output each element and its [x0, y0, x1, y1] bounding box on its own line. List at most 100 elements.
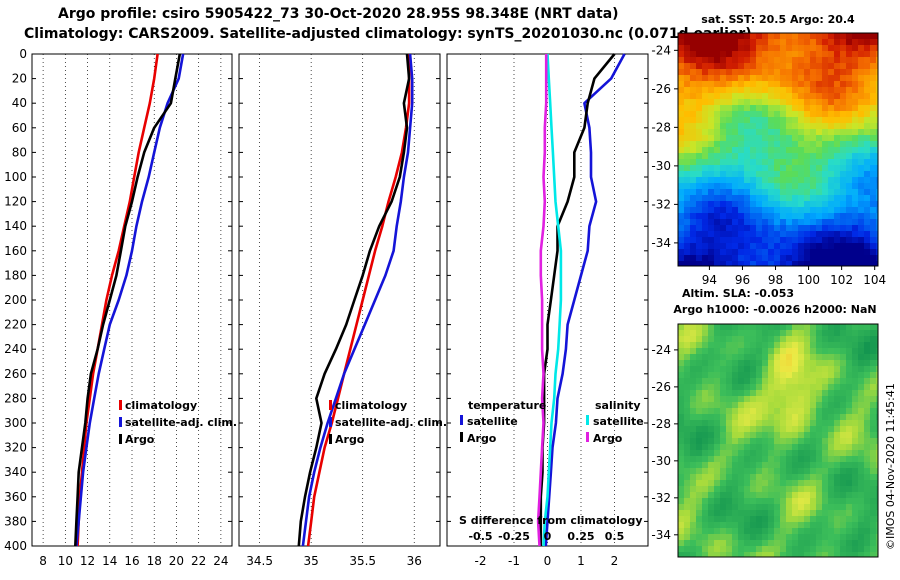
sst-cell	[696, 39, 702, 45]
sst-cell	[810, 207, 816, 213]
sst-cell	[858, 153, 864, 159]
y-tick-label: 280	[4, 391, 27, 405]
sla-cell	[774, 516, 780, 522]
sst-cell	[822, 183, 828, 189]
sla-cell	[816, 420, 822, 426]
sla-cell	[726, 516, 732, 522]
sst-cell	[816, 207, 822, 213]
sla-cell	[738, 492, 744, 498]
sla-cell	[804, 480, 810, 486]
sla-cell	[864, 474, 870, 480]
sla-cell	[678, 384, 684, 390]
sla-cell	[732, 330, 738, 336]
sla-cell	[756, 390, 762, 396]
sla-cell	[840, 480, 846, 486]
sla-cell	[750, 444, 756, 450]
sst-cell	[858, 147, 864, 153]
sst-cell	[762, 51, 768, 57]
sla-cell	[768, 444, 774, 450]
sst-cell	[840, 147, 846, 153]
sst-cell	[774, 213, 780, 219]
sla-cell	[804, 342, 810, 348]
sla-cell	[840, 432, 846, 438]
sst-cell	[738, 243, 744, 249]
sst-cell	[690, 75, 696, 81]
sst-cell	[738, 261, 744, 266]
sla-cell	[822, 540, 828, 546]
sla-cell	[798, 522, 804, 528]
sla-cell	[708, 354, 714, 360]
sst-cell	[810, 141, 816, 147]
sst-cell	[822, 261, 828, 266]
sla-cell	[876, 414, 878, 420]
sla-cell	[810, 408, 816, 414]
sla-cell	[840, 474, 846, 480]
sla-cell	[762, 444, 768, 450]
sla-cell	[876, 504, 878, 510]
sst-cell	[684, 189, 690, 195]
sla-cell	[720, 522, 726, 528]
sla-cell	[798, 402, 804, 408]
sst-cell	[864, 105, 870, 111]
sst-cell	[876, 99, 878, 105]
sla-cell	[798, 528, 804, 534]
sst-cell	[864, 69, 870, 75]
sla-cell	[732, 468, 738, 474]
sla-cell	[798, 510, 804, 516]
sla-cell	[816, 534, 822, 540]
sla-cell	[684, 336, 690, 342]
sst-cell	[852, 105, 858, 111]
sla-cell	[834, 414, 840, 420]
sst-cell	[864, 207, 870, 213]
sla-cell	[738, 480, 744, 486]
sla-cell	[840, 486, 846, 492]
x-tick-label: 36	[407, 554, 422, 568]
sla-cell	[732, 408, 738, 414]
sst-cell	[816, 129, 822, 135]
sla-cell	[696, 468, 702, 474]
sla-cell	[696, 450, 702, 456]
sla-cell	[762, 366, 768, 372]
sla-cell	[816, 414, 822, 420]
sla-cell	[750, 408, 756, 414]
sst-cell	[714, 135, 720, 141]
sst-cell	[732, 39, 738, 45]
sla-cell	[786, 366, 792, 372]
sla-cell	[696, 510, 702, 516]
sst-cell	[690, 33, 696, 39]
sla-cell	[684, 330, 690, 336]
sst-cell	[816, 243, 822, 249]
sla-cell	[804, 384, 810, 390]
sla-cell	[828, 420, 834, 426]
sla-cell	[816, 546, 822, 552]
sst-cell	[858, 165, 864, 171]
sla-cell	[780, 408, 786, 414]
sla-cell	[690, 354, 696, 360]
sst-cell	[684, 57, 690, 63]
sla-cell	[780, 516, 786, 522]
sst-cell	[822, 219, 828, 225]
sla-cell	[810, 540, 816, 546]
sla-cell	[798, 396, 804, 402]
sla-cell	[870, 360, 876, 366]
sst-cell	[708, 177, 714, 183]
sst-cell	[858, 231, 864, 237]
sla-cell	[678, 438, 684, 444]
sla-cell	[786, 372, 792, 378]
sla-cell	[696, 498, 702, 504]
sla-cell	[684, 510, 690, 516]
sst-cell	[792, 195, 798, 201]
sst-cell	[858, 255, 864, 261]
sst-cell	[852, 165, 858, 171]
sst-cell	[774, 249, 780, 255]
sla-cell	[726, 384, 732, 390]
sla-cell	[762, 474, 768, 480]
sla-cell	[726, 426, 732, 432]
sst-cell	[876, 201, 878, 207]
sla-cell	[840, 534, 846, 540]
sst-cell	[696, 87, 702, 93]
sst-cell	[870, 99, 876, 105]
sla-cell	[750, 474, 756, 480]
sla-cell	[690, 498, 696, 504]
sla-cell	[864, 342, 870, 348]
